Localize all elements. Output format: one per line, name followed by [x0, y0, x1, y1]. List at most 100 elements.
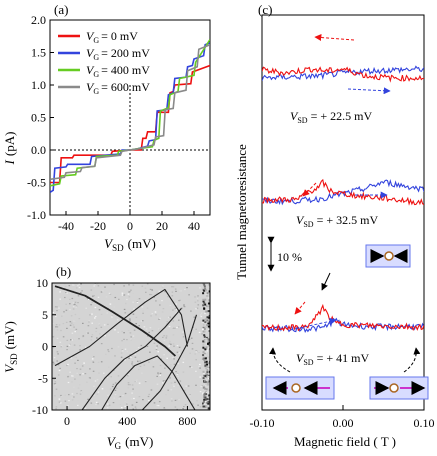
noise-pixel [123, 294, 126, 296]
noise-pixel [167, 389, 169, 391]
noise-pixel [148, 331, 150, 333]
vsd-sub: SD [297, 116, 307, 125]
noise-pixel [198, 352, 200, 354]
x-tick-label: -20 [90, 219, 106, 233]
noise-pixel [84, 373, 87, 375]
noise-pixel [168, 345, 170, 347]
noise-pixel [81, 291, 84, 293]
noise-pixel [70, 357, 73, 359]
noise-pixel [195, 350, 198, 352]
noise-pixel [65, 309, 68, 311]
connector-right [403, 347, 421, 373]
noise-pixel [164, 367, 166, 369]
noise-pixel [54, 306, 57, 308]
noise-pixel [101, 388, 104, 390]
noise-pixel [63, 283, 66, 285]
noise-pixel [202, 304, 205, 307]
noise-pixel [60, 346, 63, 348]
noise-pixel [129, 318, 131, 320]
noise-pixel [207, 325, 210, 328]
sweep-arrow-red-2 [294, 301, 306, 315]
noise-pixel [69, 327, 72, 329]
noise-pixel [127, 382, 130, 384]
noise-pixel [66, 349, 68, 351]
noise-pixel [149, 293, 151, 296]
noise-pixel [129, 354, 132, 356]
noise-pixel [202, 346, 205, 349]
noise-pixel [71, 397, 73, 399]
noise-pixel [131, 404, 134, 406]
legend-prefix: V [86, 63, 95, 77]
noise-pixel [207, 401, 210, 403]
noise-pixel [169, 304, 172, 307]
noise-pixel [62, 336, 65, 338]
noise-pixel [203, 395, 206, 398]
noise-pixel [152, 360, 155, 362]
noise-pixel [199, 367, 201, 369]
noise-pixel [70, 345, 72, 347]
noise-pixel [196, 307, 199, 309]
noise-pixel [90, 304, 92, 306]
noise-pixel [117, 369, 119, 371]
noise-pixel [75, 305, 78, 307]
noise-pixel [80, 390, 83, 392]
noise-pixel [206, 294, 209, 297]
noise-pixel [208, 372, 210, 374]
noise-pixel [208, 398, 210, 401]
noise-pixel [159, 304, 161, 306]
noise-pixel [174, 308, 177, 310]
noise-pixel [201, 384, 204, 387]
noise-pixel [106, 376, 108, 378]
noise-pixel [175, 303, 177, 305]
noise-pixel [100, 361, 103, 363]
noise-pixel [204, 287, 207, 290]
panel-b-ylabel: VSD (mV) [2, 321, 19, 373]
noise-pixel [207, 391, 209, 394]
noise-pixel [52, 344, 54, 347]
sweep-arrow-red-0 [314, 33, 355, 41]
noise-pixel [55, 408, 57, 410]
noise-pixel [58, 398, 61, 400]
noise-pixel [202, 405, 205, 408]
noise-pixel [203, 355, 206, 358]
panel-label-c: (c) [258, 2, 272, 17]
noise-pixel [160, 362, 163, 364]
noise-pixel [103, 324, 106, 326]
legend-prefix-sub: G [93, 87, 99, 96]
noise-pixel [114, 389, 117, 391]
noise-pixel [173, 358, 175, 360]
noise-pixel [207, 365, 210, 367]
vsd-label-2: VSD = + 41 mV [296, 351, 369, 367]
noise-pixel [90, 402, 93, 404]
noise-pixel [52, 347, 55, 349]
noise-pixel [100, 313, 103, 315]
noise-pixel [53, 383, 56, 385]
noise-pixel [118, 298, 120, 300]
noise-pixel [207, 376, 210, 378]
noise-pixel [60, 329, 62, 332]
tmr-trace-red [262, 66, 424, 83]
noise-pixel [202, 351, 205, 354]
noise-pixel [97, 391, 100, 393]
noise-pixel [67, 405, 69, 407]
noise-pixel [198, 366, 200, 368]
noise-pixel [162, 354, 165, 356]
noise-pixel [117, 396, 120, 398]
x-tick-label: 0.10 [414, 416, 435, 430]
noise-pixel [138, 298, 141, 300]
noise-pixel [56, 329, 59, 331]
series-line-blue [50, 42, 210, 193]
x-tick-label: 0.00 [333, 416, 354, 430]
noise-pixel [153, 296, 155, 298]
noise-pixel [158, 318, 160, 320]
noise-pixel [76, 372, 78, 374]
noise-pixel [121, 407, 123, 409]
noise-pixel [173, 345, 175, 347]
noise-pixel [147, 335, 149, 337]
noise-pixel [127, 384, 130, 386]
noise-pixel [132, 301, 134, 303]
vsd-value: = + 22.5 mV [311, 109, 373, 123]
noise-pixel [78, 283, 80, 285]
noise-pixel [206, 336, 209, 339]
